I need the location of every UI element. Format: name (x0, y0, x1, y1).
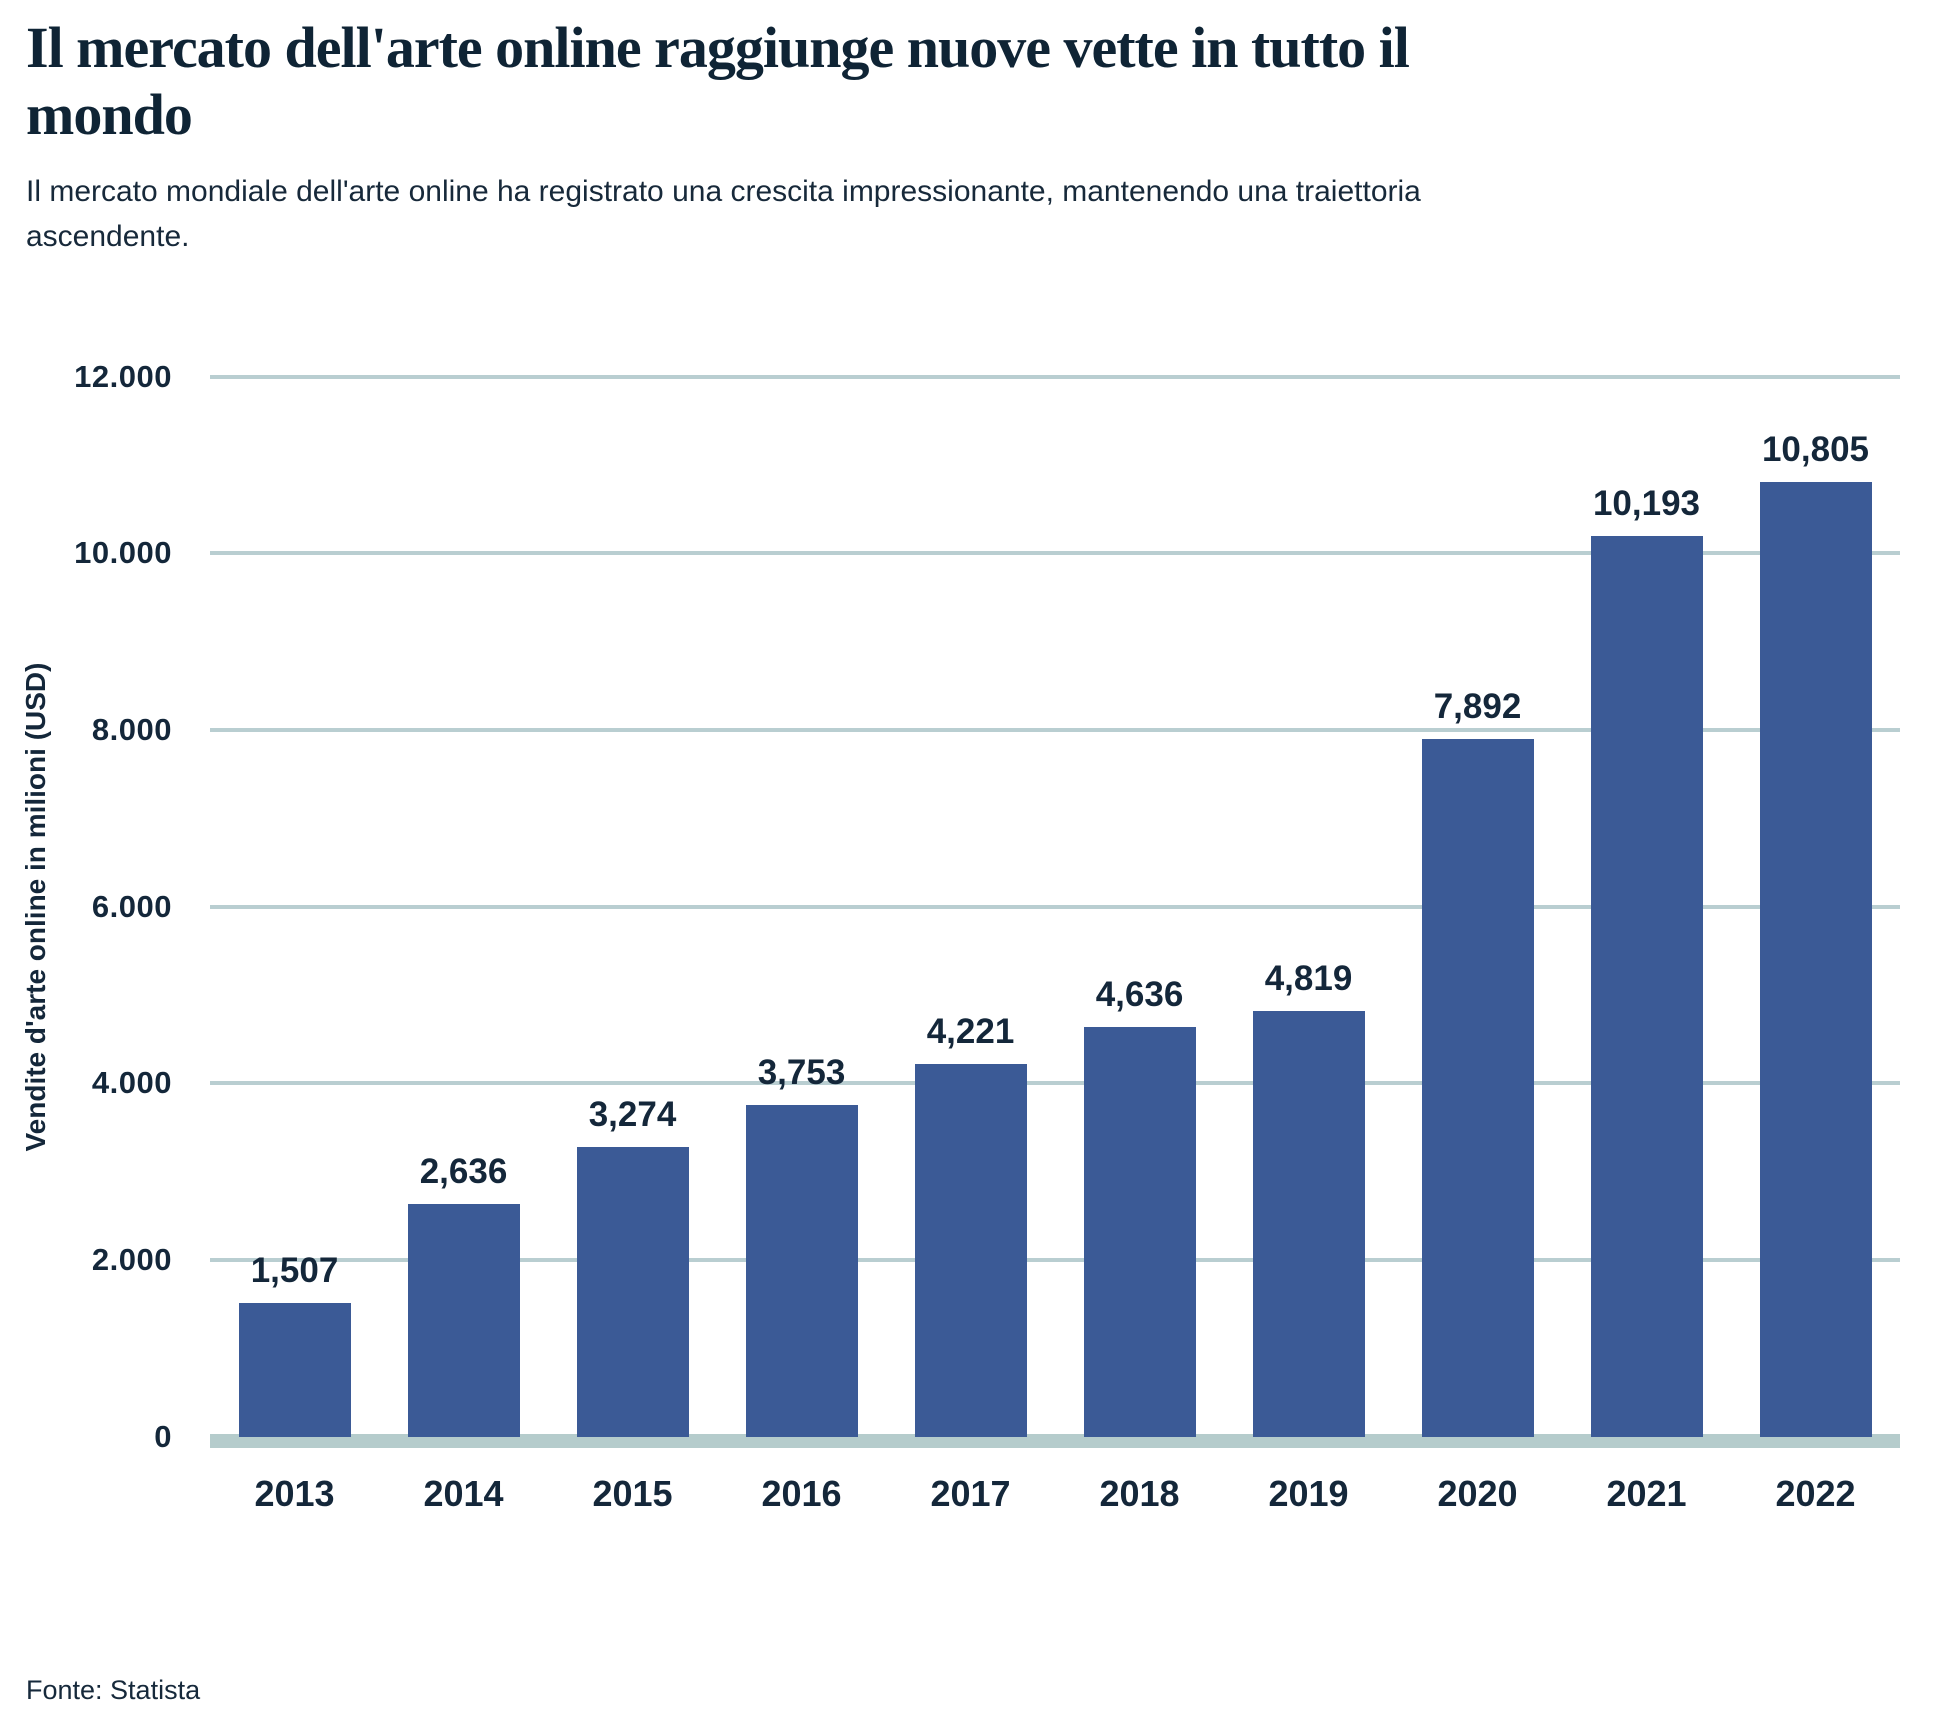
y-axis-title: Vendite d'arte online in milioni (USD) (20, 662, 51, 1151)
page-subtitle: Il mercato mondiale dell'arte online ha … (26, 174, 1421, 253)
x-tick-label: 2016 (761, 1472, 842, 1514)
bar-value-label: 7,892 (1433, 687, 1522, 727)
bar-slot: 3,753 (717, 377, 886, 1437)
gridline (210, 551, 1900, 556)
bar-value-label: 2,636 (419, 1151, 508, 1191)
bars-container: 1,507 2,636 3,274 3,753 4,221 4,636 4,819 7,892… (210, 377, 1900, 1437)
y-tick-label: 4.000 (91, 1065, 172, 1101)
bar-slot: 7,892 (1393, 377, 1562, 1437)
bar-slot: 4,819 (1224, 377, 1393, 1437)
bar-slot: 1,507 (210, 377, 379, 1437)
y-tick-label: 2.000 (91, 1241, 172, 1277)
bar-2019: 4,819 (1252, 959, 1365, 1437)
x-tick-label: 2018 (1099, 1472, 1180, 1514)
bar-2016: 3,753 (745, 1053, 858, 1437)
bar-value-label: 3,274 (588, 1095, 677, 1135)
x-tick-label: 2017 (930, 1472, 1011, 1514)
x-tick-label: 2022 (1775, 1472, 1856, 1514)
bar-value-label: 10,193 (1592, 484, 1701, 524)
bar-2014: 2,636 (407, 1152, 520, 1437)
gridline (210, 374, 1900, 379)
y-tick-label: 10.000 (74, 535, 172, 571)
bar-slot: 3,274 (548, 377, 717, 1437)
x-tick-label: 2019 (1268, 1472, 1349, 1514)
bar-value-label: 4,221 (926, 1011, 1015, 1051)
bar-2013: 1,507 (238, 1251, 351, 1437)
bar-value-label: 3,753 (757, 1053, 846, 1093)
bar-slot: 10,193 (1562, 377, 1731, 1437)
y-tick-label: 12.000 (74, 358, 172, 394)
bar-slot: 10,805 (1731, 377, 1900, 1437)
bar-slot: 4,221 (886, 377, 1055, 1437)
bar-value-label: 4,636 (1095, 975, 1184, 1015)
bar-value-label: 10,805 (1761, 430, 1870, 470)
x-tick-label: 2014 (423, 1472, 504, 1514)
x-axis-baseline (210, 1433, 1900, 1448)
y-tick-label: 8.000 (91, 711, 172, 747)
y-tick-label: 0 (154, 1418, 172, 1454)
x-tick-label: 2015 (592, 1472, 673, 1514)
bar-2020: 7,892 (1421, 687, 1534, 1437)
bar-2022: 10,805 (1759, 430, 1872, 1437)
y-tick-label: 6.000 (91, 888, 172, 924)
gridline (210, 1081, 1900, 1086)
gridline (210, 727, 1900, 732)
bar-chart: Vendite d'arte online in milioni (USD) 1… (0, 359, 1920, 1515)
bar-value-label: 1,507 (250, 1251, 339, 1291)
header: Il mercato dell'arte online raggiunge nu… (0, 0, 1940, 259)
x-tick-label: 2021 (1606, 1472, 1687, 1514)
page-title: Il mercato dell'arte online raggiunge nu… (26, 15, 1410, 148)
gridline (210, 1257, 1900, 1262)
x-tick-label: 2013 (254, 1472, 335, 1514)
x-tick-label: 2020 (1437, 1472, 1518, 1514)
bar-2017: 4,221 (914, 1012, 1027, 1437)
bar-slot: 2,636 (379, 377, 548, 1437)
gridline (210, 904, 1900, 909)
bar-slot: 4,636 (1055, 377, 1224, 1437)
bar-value-label: 4,819 (1264, 958, 1353, 998)
bar-2015: 3,274 (576, 1095, 689, 1437)
x-axis-labels: 2013 2014 2015 2016 2017 2018 2019 2020 2021 2022 (210, 1473, 1900, 1515)
source-note: Fonte: Statista (26, 1675, 201, 1705)
bar-2021: 10,193 (1590, 484, 1703, 1437)
plot-area: 12.000 10.000 8.000 6.000 4.000 2.000 0 1,507 2,… (74, 359, 1900, 1454)
bar-2018: 4,636 (1083, 975, 1196, 1437)
